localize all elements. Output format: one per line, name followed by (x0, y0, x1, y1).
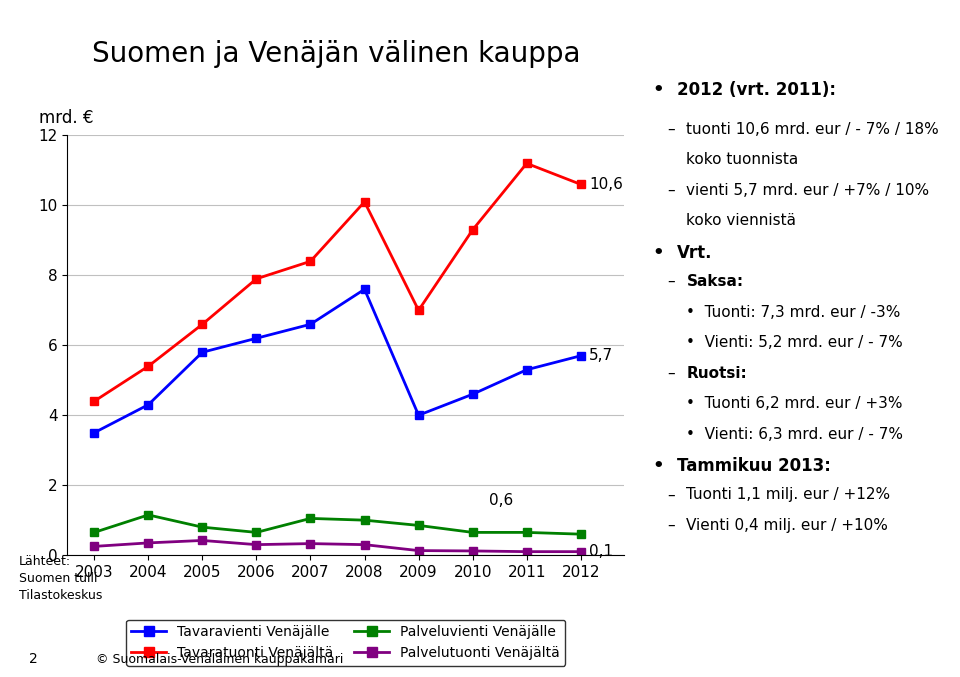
Text: •  Vienti: 6,3 mrd. eur / - 7%: • Vienti: 6,3 mrd. eur / - 7% (686, 427, 903, 441)
Tavaratuonti Venäjältä (359, 198, 371, 206)
Tavaratuonti Venäjältä (197, 320, 208, 328)
Text: –: – (667, 518, 675, 533)
Line: Palveluvienti Venäjälle: Palveluvienti Venäjälle (90, 510, 585, 538)
Palvelutuonti Venäjältä (251, 540, 262, 548)
Palvelutuonti Venäjältä (304, 540, 316, 548)
Tavaratuonti Venäjältä (467, 225, 478, 234)
Text: •  Tuonti 6,2 mrd. eur / +3%: • Tuonti 6,2 mrd. eur / +3% (686, 396, 903, 411)
Text: Saksa:: Saksa: (686, 274, 744, 289)
Palveluvienti Venäjälle (142, 511, 154, 519)
Tavaravienti Venäjälle (521, 366, 533, 374)
Tavaratuonti Venäjältä (88, 397, 100, 406)
Text: vienti 5,7 mrd. eur / +7% / 10%: vienti 5,7 mrd. eur / +7% / 10% (686, 183, 929, 198)
Palvelutuonti Venäjältä (521, 548, 533, 556)
Text: 2012 (vrt. 2011):: 2012 (vrt. 2011): (677, 81, 836, 100)
Palveluvienti Venäjälle (521, 528, 533, 536)
Text: •: • (653, 81, 664, 100)
Tavaravienti Venäjälle (304, 320, 316, 328)
Palveluvienti Venäjälle (575, 530, 587, 538)
Text: 2: 2 (29, 653, 37, 666)
Palvelutuonti Venäjältä (197, 536, 208, 544)
Text: koko viennistä: koko viennistä (686, 213, 797, 228)
Text: Suomen tulli: Suomen tulli (19, 572, 98, 585)
Palveluvienti Venäjälle (197, 523, 208, 531)
Text: koko tuonnista: koko tuonnista (686, 152, 799, 167)
Text: •: • (653, 457, 664, 475)
Tavaravienti Venäjälle (467, 390, 478, 398)
Text: Tilastokeskus: Tilastokeskus (19, 589, 103, 602)
Line: Palvelutuonti Venäjältä: Palvelutuonti Venäjältä (90, 536, 585, 556)
Palveluvienti Venäjälle (304, 515, 316, 523)
Text: Tuonti 1,1 milj. eur / +12%: Tuonti 1,1 milj. eur / +12% (686, 487, 891, 502)
Tavaravienti Venäjälle (88, 429, 100, 437)
Text: © Suomalais-Venäläinen kauppakamari: © Suomalais-Venäläinen kauppakamari (96, 653, 344, 666)
Text: mrd. €: mrd. € (39, 109, 94, 127)
Text: –: – (667, 183, 675, 198)
Text: –: – (667, 274, 675, 289)
Text: •  Vienti: 5,2 mrd. eur / - 7%: • Vienti: 5,2 mrd. eur / - 7% (686, 335, 903, 350)
Palvelutuonti Venäjältä (413, 546, 424, 554)
Tavaratuonti Venäjältä (304, 257, 316, 265)
Text: Lähteet:: Lähteet: (19, 555, 71, 568)
Tavaravienti Venäjälle (251, 334, 262, 343)
Tavaratuonti Venäjältä (142, 362, 154, 370)
Text: Vrt.: Vrt. (677, 244, 712, 262)
Tavaravienti Venäjälle (359, 285, 371, 293)
Palveluvienti Venäjälle (359, 516, 371, 524)
Text: Suomen ja Venäjän välinen kauppa: Suomen ja Venäjän välinen kauppa (92, 40, 580, 68)
Legend: Tavaravienti Venäjälle, Tavaratuonti Venäjältä, Palveluvienti Venäjälle, Palvelu: Tavaravienti Venäjälle, Tavaratuonti Ven… (126, 619, 565, 665)
Text: –: – (667, 487, 675, 502)
Tavaravienti Venäjälle (197, 348, 208, 356)
Text: tuonti 10,6 mrd. eur / - 7% / 18%: tuonti 10,6 mrd. eur / - 7% / 18% (686, 122, 939, 137)
Text: 0,6: 0,6 (489, 494, 513, 508)
Tavaravienti Venäjälle (142, 401, 154, 409)
Text: 0,1: 0,1 (588, 544, 613, 559)
Tavaratuonti Venäjältä (575, 180, 587, 188)
Tavaratuonti Venäjältä (251, 275, 262, 283)
Palveluvienti Venäjälle (413, 521, 424, 529)
Text: •: • (653, 244, 664, 262)
Line: Tavaravienti Venäjälle: Tavaravienti Venäjälle (90, 285, 585, 437)
Palveluvienti Venäjälle (88, 528, 100, 536)
Palveluvienti Venäjälle (467, 528, 478, 536)
Palvelutuonti Venäjältä (467, 547, 478, 555)
Text: 10,6: 10,6 (588, 177, 623, 192)
Text: 5,7: 5,7 (588, 348, 613, 364)
Tavaratuonti Venäjältä (521, 159, 533, 167)
Palvelutuonti Venäjältä (88, 542, 100, 550)
Palvelutuonti Venäjältä (359, 540, 371, 548)
Text: Ruotsi:: Ruotsi: (686, 366, 747, 380)
Text: –: – (667, 366, 675, 380)
Palvelutuonti Venäjältä (575, 548, 587, 556)
Tavaravienti Venäjälle (413, 411, 424, 419)
Tavaratuonti Venäjältä (413, 306, 424, 314)
Text: •  Tuonti: 7,3 mrd. eur / -3%: • Tuonti: 7,3 mrd. eur / -3% (686, 305, 900, 320)
Text: Vienti 0,4 milj. eur / +10%: Vienti 0,4 milj. eur / +10% (686, 518, 888, 533)
Text: –: – (667, 122, 675, 137)
Tavaravienti Venäjälle (575, 352, 587, 360)
Palveluvienti Venäjälle (251, 528, 262, 536)
Line: Tavaratuonti Venäjältä: Tavaratuonti Venäjältä (90, 159, 585, 406)
Text: Tammikuu 2013:: Tammikuu 2013: (677, 457, 830, 475)
Palvelutuonti Venäjältä (142, 539, 154, 547)
